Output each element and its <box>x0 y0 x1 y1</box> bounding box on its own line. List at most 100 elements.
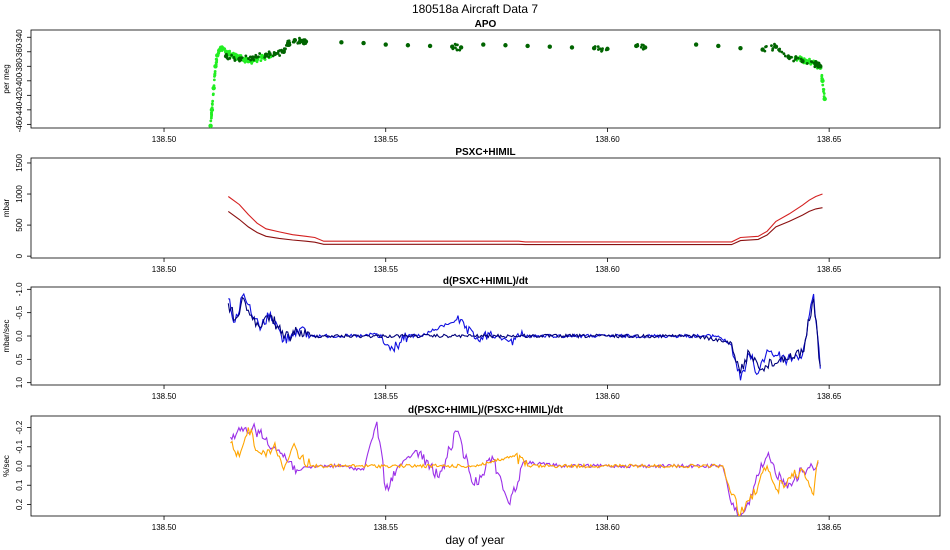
panel-title: d(PSXC+HIMIL)/dt <box>443 276 529 287</box>
data-point-sample <box>209 116 213 120</box>
data-point-sample <box>212 78 216 82</box>
x-tick-label: 138.65 <box>817 523 842 532</box>
series-line <box>230 421 819 516</box>
data-point-sample <box>778 49 781 53</box>
plot-area <box>227 193 823 246</box>
data-point-sample <box>454 43 458 47</box>
data-point-sample <box>816 65 820 69</box>
data-point-sample <box>822 95 826 98</box>
series-line <box>228 292 821 381</box>
data-point-sample <box>259 59 263 63</box>
data-point-sample <box>600 49 603 53</box>
data-point-sample <box>282 47 286 51</box>
data-point-sample <box>641 47 645 51</box>
data-point-sample <box>771 47 775 50</box>
y-tick-label: -440 <box>15 101 24 118</box>
x-tick-label: 138.65 <box>817 135 842 144</box>
data-point-sample <box>214 57 218 61</box>
plot-frame <box>30 29 941 129</box>
data-point-sample <box>249 58 253 62</box>
data-point-sample <box>596 48 600 51</box>
data-point-sample <box>227 51 231 54</box>
data-point <box>339 40 344 45</box>
series-2 <box>230 427 819 516</box>
data-point-sample <box>458 48 462 52</box>
data-point-sample <box>778 47 782 51</box>
y-tick-label: 1000 <box>15 185 24 203</box>
series-line <box>227 207 823 246</box>
data-point-sample <box>805 59 808 63</box>
data-point-sample <box>782 52 786 56</box>
data-point-sample <box>765 45 768 48</box>
data-point-sample <box>213 73 217 77</box>
data-point <box>427 43 433 49</box>
data-point-sample <box>211 103 214 106</box>
series-1 <box>228 292 821 381</box>
data-point-sample <box>794 57 797 61</box>
data-point-sample <box>287 39 291 43</box>
panel-title: PSXC+HIMIL <box>455 147 515 158</box>
data-point-sample <box>238 59 241 63</box>
data-point-sample <box>298 36 301 40</box>
data-point-sample <box>217 51 221 55</box>
data-point-sample <box>293 39 296 43</box>
y-tick-label: -360 <box>15 43 24 60</box>
data-point-sample <box>816 61 820 65</box>
x-tick-label: 138.65 <box>817 265 842 274</box>
y-tick-label: 0.1 <box>15 479 24 491</box>
data-point-sample <box>230 53 234 57</box>
y-tick-label: 1.0 <box>15 377 24 389</box>
data-point-sample <box>255 60 259 64</box>
data-point-sample <box>635 43 639 47</box>
data-point-sample <box>214 64 218 68</box>
data-point <box>716 43 721 49</box>
data-point <box>383 42 388 47</box>
data-point <box>693 42 699 47</box>
data-point-sample <box>247 57 250 60</box>
plot-frame <box>30 157 941 259</box>
data-point-sample <box>799 57 803 61</box>
panel-title: APO <box>475 19 497 30</box>
panel-title: d(PSXC+HIMIL)/(PSXC+HIMIL)/dt <box>408 405 564 416</box>
data-point-sample <box>796 56 800 60</box>
data-point-sample <box>243 60 247 64</box>
data-point-sample <box>810 60 814 64</box>
data-point <box>547 44 552 49</box>
data-point-sample <box>213 69 217 73</box>
panel-3: d(PSXC+HIMIL)/dt mbar/sec 138.50 138.55 138.… <box>2 276 941 401</box>
x-tick-label: 138.55 <box>373 392 398 401</box>
data-point-sample <box>277 49 280 53</box>
x-tick-label: 138.50 <box>152 135 177 144</box>
plot-area <box>230 421 819 516</box>
y-tick-label: 0.0 <box>15 460 24 472</box>
data-point-sample <box>792 59 796 63</box>
data-point-sample <box>593 45 597 48</box>
data-point-sample <box>302 38 306 42</box>
data-point-sample <box>301 42 305 45</box>
y-tick-label: -460 <box>15 116 24 133</box>
y-tick-label: -400 <box>15 72 24 89</box>
data-point-sample <box>816 63 820 67</box>
data-point-sample <box>820 75 824 78</box>
data-point-sample <box>304 42 308 45</box>
series-line <box>227 296 821 374</box>
data-point-sample <box>773 42 776 46</box>
y-tick-label: 0.2 <box>15 498 24 510</box>
data-point-sample <box>211 99 215 103</box>
data-point-sample <box>451 47 455 51</box>
data-point-sample <box>221 46 225 50</box>
y-tick-label: -340 <box>15 29 24 46</box>
x-tick-label: 138.55 <box>373 135 398 144</box>
data-point-sample <box>271 54 275 58</box>
data-point-sample <box>225 56 229 60</box>
data-point-sample <box>278 54 282 57</box>
data-point-sample <box>276 52 280 55</box>
data-point-sample <box>296 41 300 45</box>
series-line <box>230 427 819 516</box>
data-point-sample <box>210 106 214 109</box>
data-point-sample <box>252 58 256 62</box>
data-point <box>569 45 575 50</box>
x-tick-label: 138.55 <box>373 265 398 274</box>
data-point-sample <box>794 55 798 58</box>
y-tick-label: 0 <box>15 253 24 258</box>
